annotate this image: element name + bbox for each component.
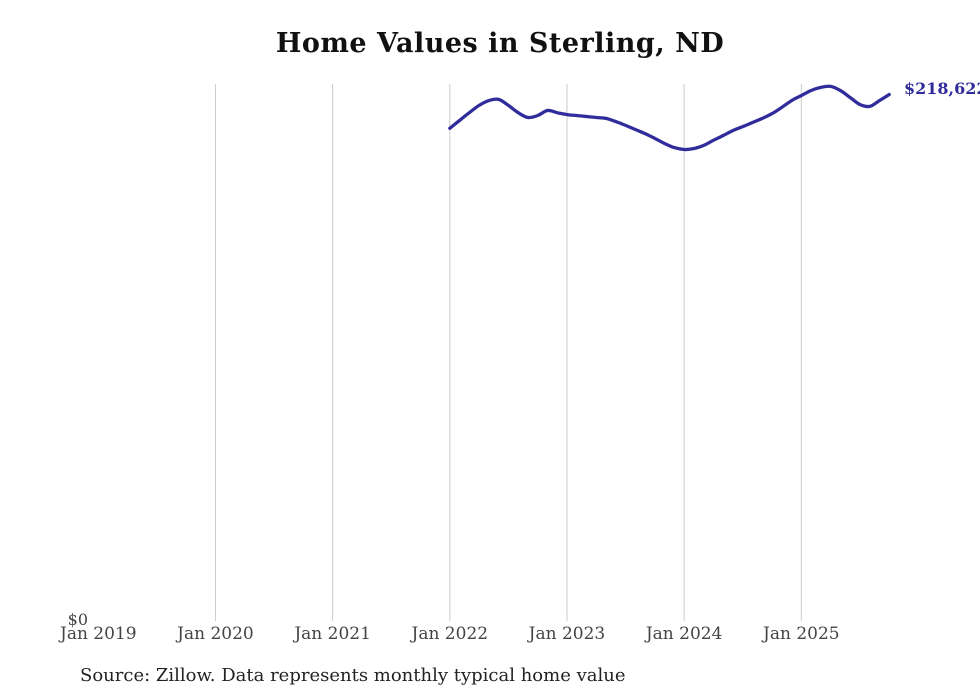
y-axis-zero-label: $0	[67, 610, 88, 629]
gridlines	[214, 84, 802, 621]
latest-value-label: $218,622	[904, 79, 980, 98]
home-value-line	[448, 84, 891, 152]
chart-title: Home Values in Sterling, ND	[275, 28, 725, 59]
source-note: Source: Zillow. Data represents monthly …	[80, 665, 626, 686]
